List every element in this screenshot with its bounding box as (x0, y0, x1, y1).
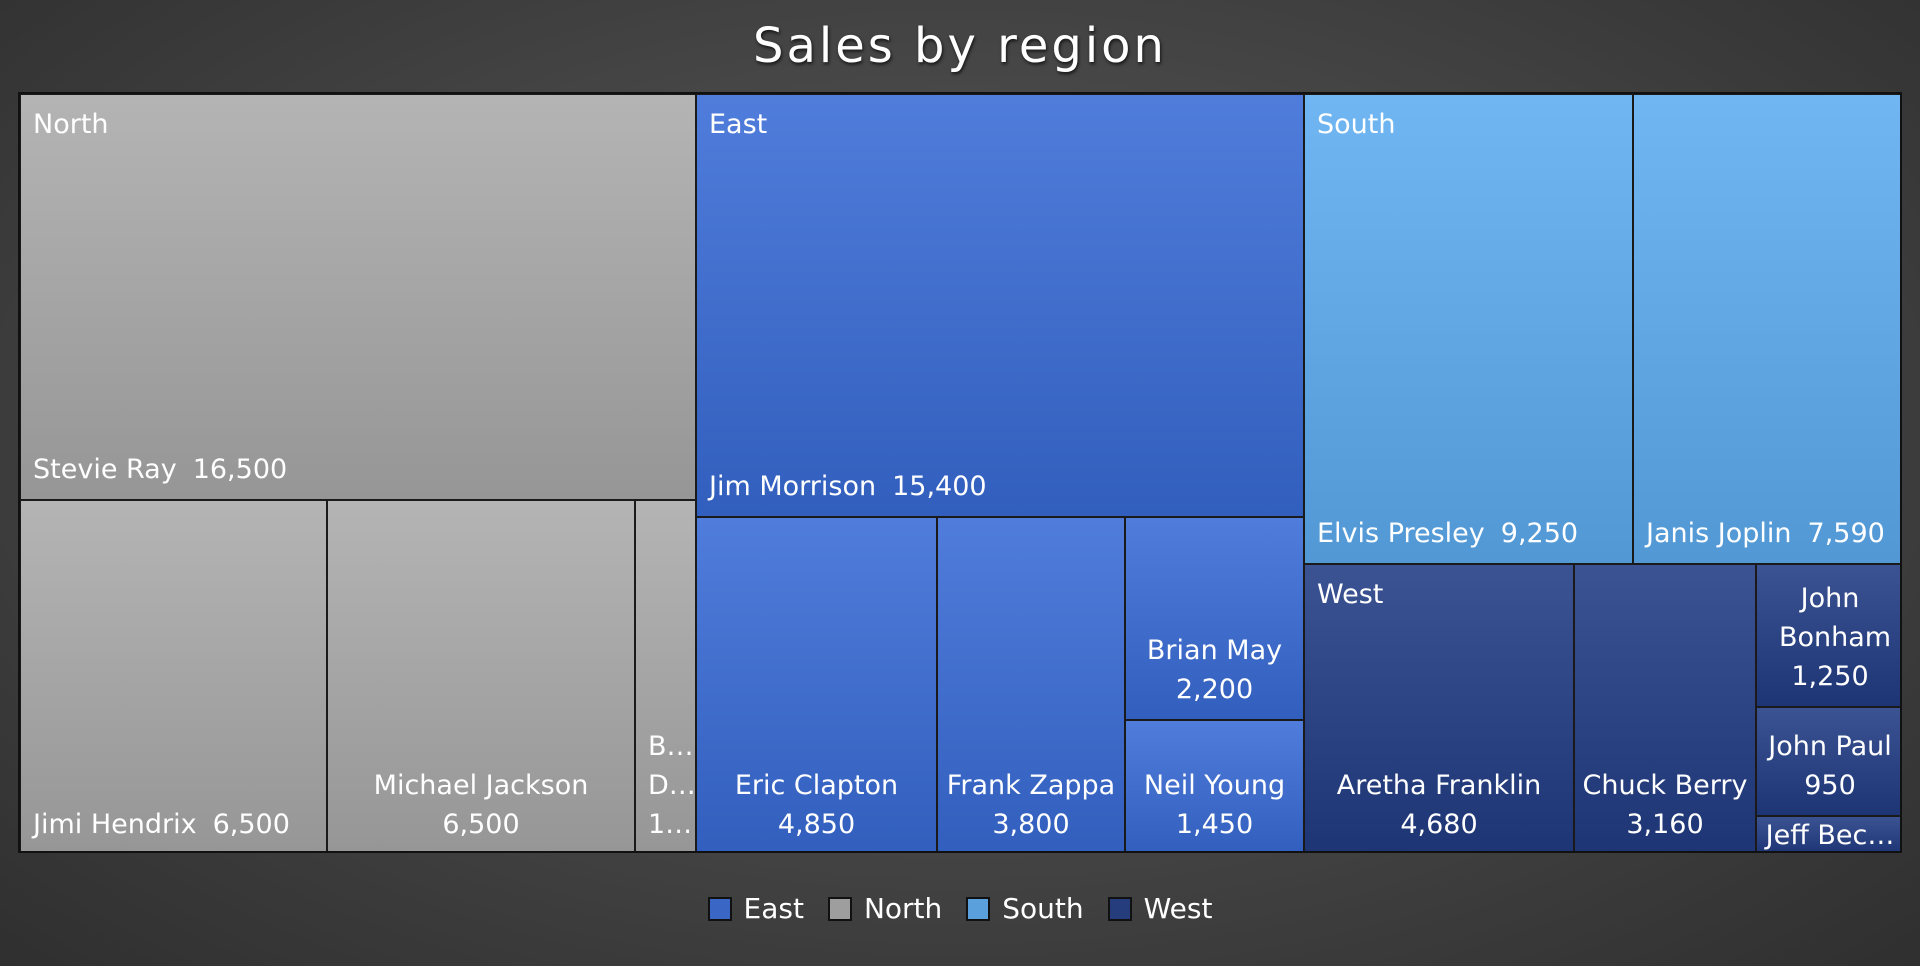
item-name: Elvis Presley (1317, 518, 1485, 549)
item-value: 7,590 (1807, 518, 1885, 549)
region-label-south: South (1317, 109, 1396, 140)
item-value: 1… (648, 809, 693, 840)
item-value: 16,500 (192, 454, 288, 485)
item-name: Janis Joplin (1646, 518, 1792, 549)
item-value: 2,200 (1175, 674, 1254, 705)
item-name: Jeff Bec… (1765, 820, 1895, 851)
item-value: 9,250 (1500, 518, 1579, 549)
item-name: Jim Morrison (709, 471, 877, 502)
leaf-label: Jimi Hendrix 6,500 (33, 805, 290, 844)
region-label-east: East (709, 109, 768, 140)
item-name: Aretha Franklin (1336, 770, 1542, 801)
leaf-label: Neil Young 1,450 (1126, 766, 1303, 844)
item-value: 3,160 (1626, 809, 1704, 840)
item-name: B… D… (648, 731, 696, 801)
leaf-label: Jim Morrison 15,400 (709, 467, 987, 506)
tile-brian-may[interactable]: Brian May 2,200 (1125, 517, 1304, 720)
tile-neil-young[interactable]: Neil Young 1,450 (1125, 720, 1304, 851)
tile-michael-jackson[interactable]: Michael Jackson 6,500 (327, 500, 635, 851)
item-name: Michael Jackson (373, 770, 589, 801)
leaf-label: Jeff Bec… (1757, 817, 1900, 851)
leaf-label: Eric Clapton 4,850 (697, 766, 936, 844)
legend-label: North (863, 892, 943, 925)
tile-jim-morrison[interactable]: East Jim Morrison 15,400 (696, 94, 1304, 517)
item-value: 1,450 (1175, 809, 1254, 840)
item-name: John Paul (1768, 731, 1892, 762)
item-name: Frank Zappa (946, 770, 1116, 801)
legend-swatch-south (966, 896, 991, 921)
tile-aretha-franklin[interactable]: West Aretha Franklin 4,680 (1304, 564, 1574, 851)
legend-swatch-east (707, 896, 732, 921)
leaf-label: Elvis Presley 9,250 (1317, 514, 1578, 553)
item-name: Chuck Berry (1582, 770, 1748, 801)
item-name: Eric Clapton (734, 770, 899, 801)
item-name: Stevie Ray (33, 454, 177, 485)
leaf-label: Brian May 2,200 (1126, 631, 1303, 709)
item-name: Jimi Hendrix (33, 809, 197, 840)
leaf-label: Stevie Ray 16,500 (33, 450, 287, 489)
chart-title: Sales by region (753, 18, 1167, 74)
item-value: 950 (1804, 770, 1856, 801)
legend-label: South (1002, 892, 1084, 925)
item-value: 4,850 (777, 809, 856, 840)
legend-item-north[interactable]: North (827, 892, 943, 925)
item-value: 3,800 (992, 809, 1070, 840)
leaf-label: Aretha Franklin 4,680 (1305, 766, 1573, 844)
tile-frank-zappa[interactable]: Frank Zappa 3,800 (937, 517, 1125, 851)
leaf-label: Janis Joplin 7,590 (1646, 514, 1885, 553)
region-label-west: West (1317, 579, 1384, 610)
item-name: Brian May (1146, 635, 1283, 666)
tile-jeff-beck[interactable]: Jeff Bec… (1756, 816, 1900, 851)
legend-item-south[interactable]: South (966, 892, 1084, 925)
tile-elvis-presley[interactable]: South Elvis Presley 9,250 (1304, 94, 1633, 564)
tile-b-d[interactable]: B… D… 1… (635, 500, 696, 851)
legend-item-west[interactable]: West (1107, 892, 1213, 925)
leaf-label: Frank Zappa 3,800 (938, 766, 1124, 844)
plot-area: North Stevie Ray 16,500 Jimi Hendrix 6,500… (18, 92, 1902, 853)
tile-john-bonham[interactable]: John Bonham 1,250 (1756, 564, 1900, 707)
legend: East North South West (0, 892, 1920, 925)
legend-label: East (743, 892, 804, 925)
leaf-label: Michael Jackson 6,500 (328, 766, 634, 844)
legend-item-east[interactable]: East (707, 892, 804, 925)
item-value: 15,400 (892, 471, 987, 502)
tile-janis-joplin[interactable]: Janis Joplin 7,590 (1633, 94, 1900, 564)
item-value: 6,500 (212, 809, 290, 840)
tile-eric-clapton[interactable]: Eric Clapton 4,850 (696, 517, 937, 851)
leaf-label: John Paul 950 (1757, 727, 1900, 805)
leaf-label: John Bonham 1,250 (1757, 579, 1900, 696)
leaf-label: B… D… 1… (648, 727, 696, 844)
item-name: John Bonham (1779, 583, 1892, 653)
item-value: 4,680 (1400, 809, 1478, 840)
legend-label: West (1143, 892, 1213, 925)
tile-chuck-berry[interactable]: Chuck Berry 3,160 (1574, 564, 1756, 851)
legend-swatch-west (1107, 896, 1132, 921)
item-value: 1,250 (1791, 661, 1869, 692)
tile-john-paul[interactable]: John Paul 950 (1756, 707, 1900, 816)
item-name: Neil Young (1143, 770, 1286, 801)
legend-swatch-north (827, 896, 852, 921)
leaf-label: Chuck Berry 3,160 (1575, 766, 1755, 844)
item-value: 6,500 (442, 809, 520, 840)
tile-jimi-hendrix[interactable]: Jimi Hendrix 6,500 (20, 500, 327, 851)
region-label-north: North (33, 109, 109, 140)
tile-stevie-ray[interactable]: North Stevie Ray 16,500 (20, 94, 696, 500)
